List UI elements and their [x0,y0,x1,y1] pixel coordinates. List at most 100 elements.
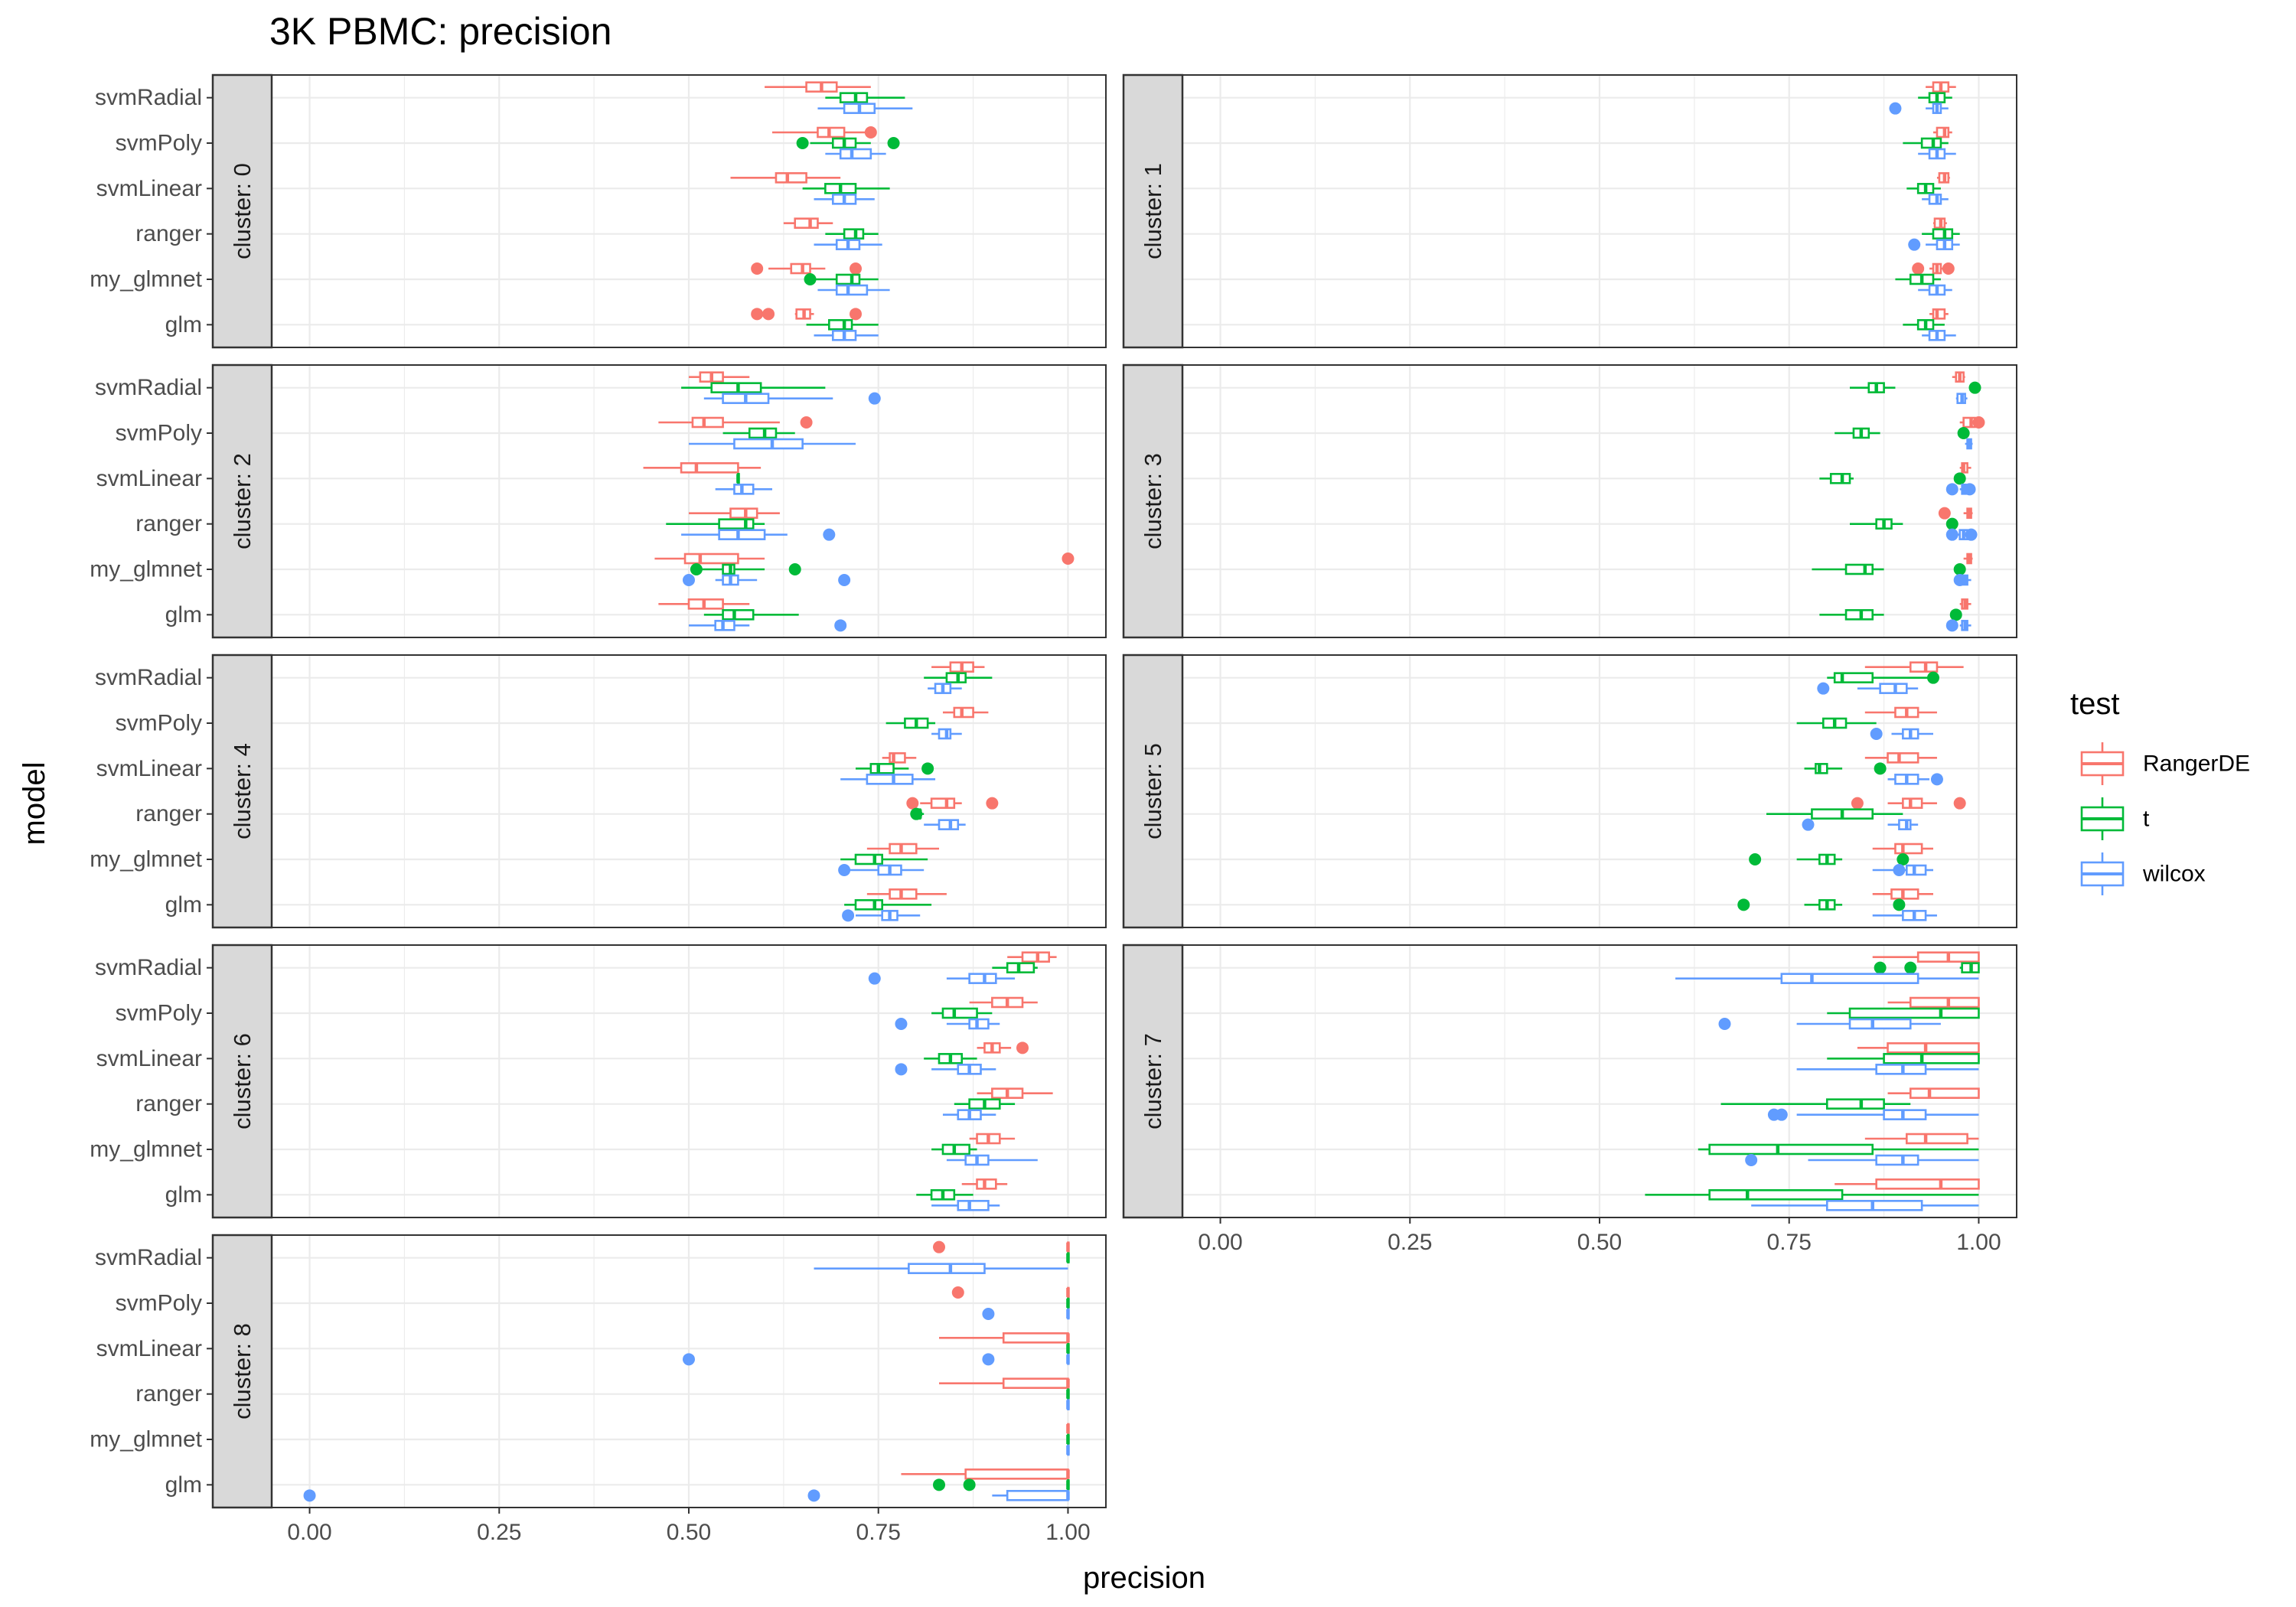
box [1833,672,1874,683]
boxplot-wilcox [703,392,881,405]
boxplot-t [1766,808,1903,820]
box [1708,1189,1844,1201]
facet-panel: cluster: 3 [1122,363,2017,639]
facet-strip [211,363,273,639]
facet-strip-label: cluster: 1 [1140,163,1166,259]
boxplot-wilcox [814,194,875,205]
boxplot-t [1903,137,1949,149]
boxplot-wilcox [868,972,1016,985]
boxplot-rangerde [658,416,813,429]
boxplot-wilcox [840,774,936,785]
box [775,172,807,184]
y-tick-label: svmRadial [95,375,202,400]
boxplot-wilcox [838,864,925,876]
box [1875,1064,1927,1075]
boxplot-rangerde [961,1178,1008,1190]
outlier-point [1927,671,1939,684]
boxplot-wilcox [814,1263,1068,1274]
outlier-point [906,797,919,810]
y-tick-label: svmRadial [95,85,202,110]
box [1780,973,1919,984]
boxplot-rangerde [933,1240,1070,1253]
boxplot-rangerde [689,507,780,519]
box [733,438,804,450]
box [718,529,766,540]
boxplot-rangerde [882,752,917,764]
y-tick-label: glm [165,312,202,337]
facet-panel: cluster: 1 [1122,73,2017,349]
outlier-point [1953,797,1966,810]
boxplot-rangerde [1872,888,1933,900]
box [714,620,735,631]
outlier-point [1718,1018,1731,1030]
box [1928,194,1942,205]
y-tick-label: svmLinear [96,176,202,201]
outlier-point [921,762,934,775]
boxplot-rangerde [866,843,939,855]
boxplot-wilcox [1918,284,1952,296]
boxplot-wilcox [895,1018,1000,1030]
boxplot-t [1850,381,1981,394]
boxplot-t [844,899,932,911]
box [1875,1154,1919,1166]
boxplot-t [916,1189,974,1201]
outlier-point [1949,608,1962,621]
box [1844,563,1874,575]
box [854,899,883,911]
boxplot-rangerde [1933,126,1952,139]
boxplot-rangerde [1933,217,1947,229]
boxplot-rangerde [1959,416,1985,429]
boxplot-rangerde [931,661,985,673]
boxplot-rangerde [1864,661,1964,673]
boxplot-rangerde [942,706,989,719]
outlier-point [1737,898,1750,911]
outlier-point [796,137,809,149]
boxplot-t [1827,671,1939,684]
box [889,843,918,855]
box [1825,1098,1885,1110]
facet-strip-label: cluster: 3 [1140,453,1166,549]
boxplot-t [1812,563,1966,575]
box [1890,888,1919,900]
y-tick-label: svmLinear [96,1336,202,1361]
boxplot-wilcox [1887,773,1943,786]
boxplot-wilcox [1955,393,1968,404]
box [968,973,997,984]
outlier-point [683,1353,695,1366]
outlier-point [1749,853,1762,865]
outlier-point [868,392,881,405]
outlier-point [910,807,923,820]
boxplot-t [1906,183,1941,194]
x-tick-label: 0.50 [667,1520,711,1545]
y-tick-label: svmRadial [95,1245,202,1270]
outlier-point [1851,797,1864,810]
boxplot-t [1796,717,1877,729]
outlier-point [1953,472,1966,485]
box [1906,1133,1968,1145]
outlier-point [683,574,695,586]
x-tick-label: 0.75 [1767,1230,1812,1255]
boxplot-rangerde [969,1133,1016,1145]
x-tick-label: 1.00 [1045,1520,1090,1545]
box [839,148,872,160]
outlier-point [1953,574,1966,586]
outlier-point [1870,728,1883,740]
outlier-point [1965,528,1978,541]
y-tick-label: glm [165,892,202,918]
boxplot-rangerde [977,1087,1053,1099]
facet-panel: cluster: 2 svmRadial svmPoly svmLinear range… [90,363,1107,639]
x-axis-title: precision [1083,1561,1205,1595]
box [722,609,755,621]
boxplot-t [856,762,934,775]
boxplot-wilcox [982,1308,1070,1320]
y-tick-label: glm [165,1182,202,1208]
outlier-point [1953,563,1966,575]
boxplot-wilcox [814,239,882,250]
outlier-point [1972,416,1985,429]
outlier-point [800,416,813,429]
boxplot-t [681,382,826,393]
boxplot-wilcox [931,1200,1000,1211]
facet-panels: cluster: 0 svmRadial svmPoly svmLinear range… [90,73,2017,1545]
boxplot-t [1819,608,1962,621]
boxplot-rangerde [765,81,871,93]
